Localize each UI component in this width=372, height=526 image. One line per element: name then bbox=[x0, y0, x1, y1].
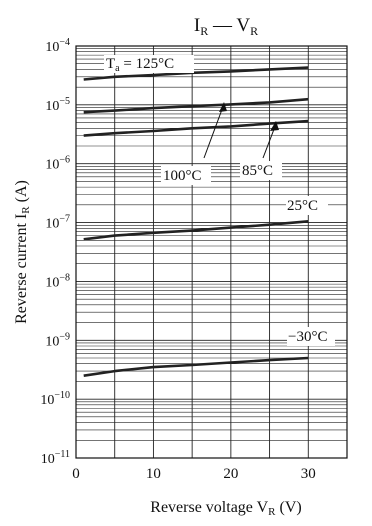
y-tick-label: 10−7 bbox=[45, 214, 70, 232]
series-line bbox=[83, 356, 309, 377]
series-line bbox=[83, 119, 309, 137]
x-axis-label: Reverse voltage VR (V) bbox=[150, 499, 301, 518]
label-bg-m30c bbox=[287, 327, 335, 346]
arrow-85c bbox=[270, 121, 279, 131]
grid bbox=[76, 46, 347, 459]
x-tick-labels: 0 10 20 30 bbox=[72, 466, 316, 482]
y-tick-label: 10−11 bbox=[41, 449, 70, 467]
y-tick-label: 10−4 bbox=[45, 37, 70, 55]
label-bg-25c bbox=[286, 196, 328, 215]
label-bg-125c bbox=[104, 55, 194, 73]
y-tick-label: 10−10 bbox=[40, 390, 70, 408]
x-tick-label: 20 bbox=[223, 466, 238, 482]
label-minus30c: −30°C bbox=[288, 329, 327, 345]
x-tick-label: 10 bbox=[146, 466, 161, 482]
arrow-100c bbox=[219, 102, 227, 112]
leader-100c bbox=[203, 103, 225, 159]
y-axis-label: Reverse current IR (A) bbox=[13, 180, 32, 324]
x-tick-label: 0 bbox=[72, 466, 80, 482]
series-line bbox=[83, 97, 309, 114]
series-line bbox=[83, 220, 309, 241]
y-tick-label: 10−8 bbox=[45, 272, 70, 290]
label-100c: 100°C bbox=[163, 168, 202, 184]
y-tick-label: 10−5 bbox=[45, 96, 70, 114]
label-bg-85c bbox=[240, 161, 282, 180]
y-tick-label: 10−9 bbox=[45, 331, 70, 349]
label-25c: 25°C bbox=[287, 198, 318, 214]
label-85c: 85°C bbox=[242, 163, 273, 179]
chart-title: IR — VR bbox=[194, 15, 258, 38]
x-tick-label: 30 bbox=[301, 466, 316, 482]
label-bg-100c bbox=[161, 166, 211, 185]
series-lines bbox=[83, 66, 309, 377]
y-tick-label: 10−6 bbox=[45, 155, 70, 173]
y-tick-labels: 10−4 10−5 10−6 10−7 10−8 10−9 10−10 10−11 bbox=[40, 37, 70, 467]
label-125c: Ta = 125°C bbox=[106, 56, 174, 74]
plot-frame bbox=[75, 45, 348, 459]
